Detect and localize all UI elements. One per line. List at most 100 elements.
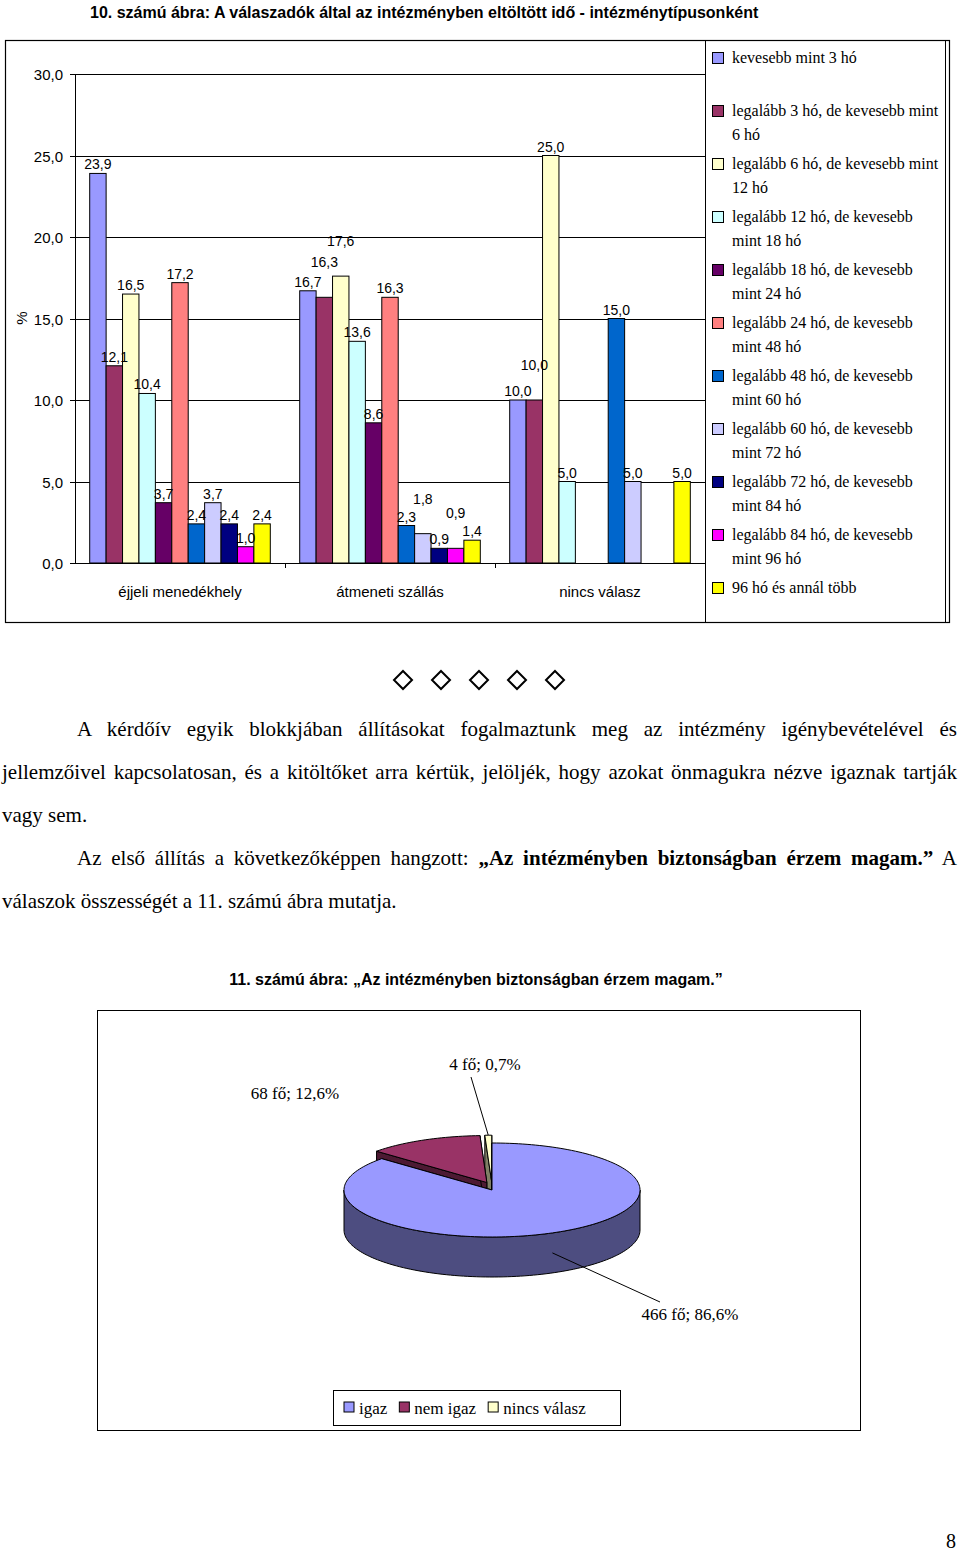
bar [674, 482, 690, 564]
pie [344, 1135, 640, 1277]
data-label: 25,0 [537, 139, 564, 155]
legend-label: legalább 24 hó, de kevesebb mint 48 hó [732, 311, 940, 359]
y-axis [75, 74, 76, 563]
bar [625, 482, 641, 564]
page-number: 8 [946, 1530, 956, 1552]
grid-line [75, 563, 705, 564]
bar [526, 400, 542, 563]
legend-swatch [712, 211, 724, 223]
legend-label: 96 hó és annál több [732, 576, 940, 600]
legend-swatch [712, 423, 724, 435]
tick-mark [70, 319, 75, 320]
tick-mark [70, 482, 75, 483]
separator-diamond [394, 671, 412, 689]
data-label: 5,0 [672, 465, 692, 481]
data-label: 16,5 [117, 277, 144, 293]
separator-diamond [432, 671, 450, 689]
legend-border [945, 41, 946, 623]
bar [431, 548, 447, 563]
bar [608, 319, 624, 564]
legend-swatch [712, 582, 724, 594]
bar [559, 482, 575, 564]
legend-box [334, 1391, 621, 1426]
legend-label: igaz [359, 1399, 388, 1418]
grid-line [75, 74, 705, 75]
data-label: 3,7 [203, 486, 223, 502]
legend-label: legalább 12 hó, de kevesebb mint 18 hó [732, 205, 940, 253]
data-label: 1,8 [413, 491, 433, 507]
data-label: 1,4 [462, 523, 482, 539]
tick-mark [70, 563, 75, 564]
bar [464, 540, 480, 563]
legend-label: legalább 18 hó, de kevesebb mint 24 hó [732, 258, 940, 306]
tick-label: 30,0 [34, 66, 63, 83]
bar [510, 400, 526, 563]
bar [365, 423, 381, 563]
tick-mark [70, 400, 75, 401]
legend-label: legalább 48 hó, de kevesebb mint 60 hó [732, 364, 940, 412]
data-labels: 23,912,116,510,43,717,22,43,72,41,02,416… [84, 139, 692, 548]
data-label: 2,4 [252, 507, 272, 523]
legend-swatch [712, 476, 724, 488]
data-label: 466 fő; 86,6% [642, 1305, 739, 1324]
legend-swatch [712, 370, 724, 382]
legend: kevesebb mint 3 hó legalább 3 hó, de keve… [712, 46, 942, 616]
data-label: 13,6 [344, 324, 371, 340]
tick-label: 15,0 [34, 311, 63, 328]
legend-swatch [712, 105, 724, 117]
text-run: „Az intézményben biztonságban érzem maga… [478, 846, 933, 870]
bar [398, 526, 414, 563]
bar [90, 173, 106, 563]
legend: igaznem igaznincs válasz [334, 1391, 621, 1426]
legend-swatch [712, 52, 724, 64]
data-label: 16,3 [376, 280, 403, 296]
data-label: 5,0 [623, 465, 643, 481]
data-label: 4 fő; 0,7% [449, 1055, 520, 1074]
tick-label: 20,0 [34, 229, 63, 246]
text-run: Az első állítás a következőképpen hangzo… [77, 846, 478, 870]
legend-swatch [399, 1402, 409, 1412]
data-label: 17,2 [166, 266, 193, 282]
bar [139, 393, 155, 563]
data-label: 2,4 [220, 507, 240, 523]
paragraph: Az első állítás a következőképpen hangzo… [2, 837, 957, 923]
bar [657, 563, 673, 564]
leader-line [552, 1253, 660, 1302]
chart-frame [6, 41, 950, 623]
bar [316, 297, 332, 563]
data-label: 2,3 [397, 509, 417, 525]
bars [90, 156, 691, 564]
bar [592, 563, 608, 564]
pie-slice-group [344, 1143, 640, 1277]
legend-label: kevesebb mint 3 hó [732, 46, 940, 70]
data-label: 16,3 [311, 254, 338, 270]
bar [333, 276, 349, 563]
separator-diamond [470, 671, 488, 689]
bar [575, 563, 591, 564]
page: 10. számú ábra: A válaszadók által az in… [0, 0, 960, 1554]
data-label: 17,6 [327, 233, 354, 249]
bar [300, 291, 316, 563]
legend-label: legalább 3 hó, de kevesebb mint 6 hó [732, 99, 940, 147]
data-label: 0,9 [430, 531, 450, 547]
legend-label: nem igaz [414, 1399, 476, 1418]
data-label: 16,7 [294, 274, 321, 290]
legend-swatch [712, 264, 724, 276]
data-label: 0,9 [446, 505, 466, 521]
tick-label: 5,0 [42, 474, 63, 491]
x-axis [75, 563, 705, 564]
bar [641, 563, 657, 564]
separator-diamond [546, 671, 564, 689]
bar [254, 524, 270, 563]
data-label: 10,4 [134, 376, 161, 392]
chart-frame [98, 1011, 861, 1431]
bar [106, 366, 122, 563]
axis-label: % [13, 311, 30, 324]
data-label: 5,0 [557, 465, 577, 481]
data-label: 8,6 [364, 406, 384, 422]
text-body: A kérdőív egyik blokkjában állításokat f… [2, 708, 957, 923]
leader-line [471, 1077, 488, 1135]
category-label: átmeneti szállás [336, 583, 444, 600]
data-label: 1,0 [236, 530, 256, 546]
data-label: 12,1 [101, 349, 128, 365]
